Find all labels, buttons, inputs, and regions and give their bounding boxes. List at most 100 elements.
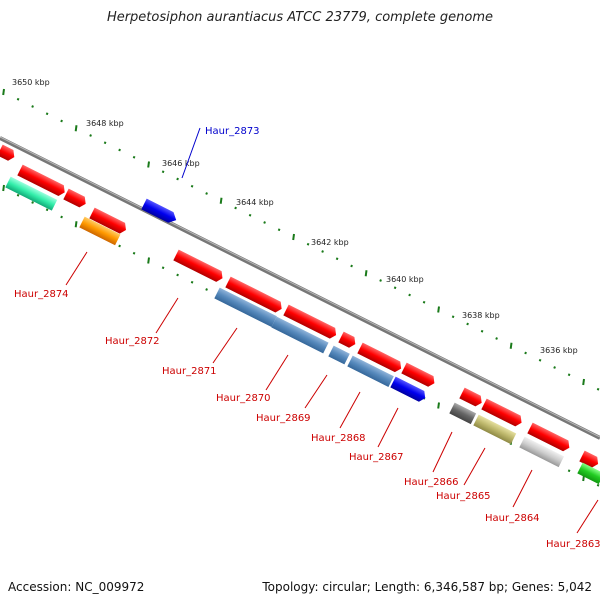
gene-label: Haur_2874 <box>14 289 69 300</box>
tick-mark <box>31 105 34 108</box>
tick-mark <box>495 337 498 340</box>
gene-label: Haur_2863 <box>546 539 600 550</box>
tick-mark <box>16 193 20 197</box>
gene-label: Haur_2868 <box>311 433 366 444</box>
tick-mark <box>205 192 208 195</box>
kbp-label: 3650 kbp <box>12 78 50 87</box>
tick-mark <box>60 119 63 123</box>
tick-mark <box>74 125 78 132</box>
gene-feature-haur-2870 <box>271 316 329 354</box>
tick-mark <box>31 201 34 204</box>
gene-feature-haur-2865 <box>473 414 517 445</box>
tick-mark <box>509 342 513 349</box>
kbp-label: 3648 kbp <box>86 119 124 128</box>
gene-feature-haur-2868 <box>347 355 394 387</box>
tick-mark <box>364 270 368 277</box>
tick-mark <box>379 279 382 282</box>
gene-feature <box>63 188 86 208</box>
tick-mark <box>596 387 600 391</box>
gene-label: Haur_2872 <box>105 336 160 347</box>
gene-label: Haur_2867 <box>349 452 404 463</box>
tick-mark <box>16 97 20 101</box>
kbp-label: 3638 kbp <box>462 311 500 320</box>
gene-feature <box>17 164 65 196</box>
tick-mark <box>45 112 49 116</box>
gene-feature <box>481 398 522 427</box>
kbp-labels: 3650 kbp 3648 kbp 3646 kbp 3644 kbp 3642 kbp… <box>12 78 578 355</box>
gene-feature <box>401 362 435 387</box>
gene-feature-haur-2864 <box>519 436 565 468</box>
gene-feature-haur-2863 <box>577 462 600 485</box>
tick-mark <box>524 351 527 355</box>
tick-mark <box>538 358 542 362</box>
tick-mark <box>350 264 353 268</box>
tick-mark <box>132 155 136 159</box>
kbp-label: 3640 kbp <box>386 275 424 284</box>
tick-mark <box>292 233 295 241</box>
tick-mark <box>2 184 5 192</box>
gene-label: Haur_2864 <box>485 513 540 524</box>
gene-feature <box>459 387 482 407</box>
gene-feature <box>527 422 570 452</box>
tick-mark <box>422 300 426 304</box>
tick-mark <box>335 257 339 261</box>
kbp-label: 3642 kbp <box>311 238 349 247</box>
tick-mark <box>263 221 266 224</box>
tick-mark <box>306 242 310 246</box>
tick-mark <box>74 221 78 228</box>
tick-mark <box>567 373 571 377</box>
gene-feature <box>89 207 126 234</box>
gene-feature-haur-2874 <box>79 216 121 246</box>
tick-mark <box>103 141 107 145</box>
tick-mark <box>596 483 600 487</box>
tick-mark <box>321 250 324 253</box>
kbp-label: 3644 kbp <box>236 198 274 207</box>
tick-mark <box>118 244 121 248</box>
gene-feature-haur-2869 <box>328 345 350 365</box>
map-title: Herpetosiphon aurantiacus ATCC 23779, co… <box>106 10 494 25</box>
gene-label: Haur_2865 <box>436 491 491 502</box>
gene-label: Haur_2873 <box>205 126 260 137</box>
tick-mark <box>219 197 223 204</box>
kbp-label: 3646 kbp <box>162 159 200 168</box>
tick-mark <box>190 184 194 188</box>
tick-mark <box>89 134 92 137</box>
gene-features <box>0 144 600 485</box>
gene-label: Haur_2869 <box>256 413 311 424</box>
gene-label: Haur_2870 <box>216 393 271 404</box>
tick-mark <box>147 257 150 264</box>
gene-labels: Haur_2873 Haur_2874 Haur_2872 Haur_2871 … <box>14 126 600 550</box>
tick-mark <box>205 288 208 291</box>
gene-label: Haur_2871 <box>162 366 217 377</box>
tick-mark <box>190 280 194 284</box>
gene-label: Haur_2866 <box>404 477 459 488</box>
gene-feature <box>357 342 402 373</box>
tick-mark <box>393 286 397 290</box>
tick-mark <box>248 213 252 217</box>
gene-feature-haur-2873 <box>141 198 177 223</box>
tick-mark <box>567 469 571 473</box>
tick-mark <box>147 161 150 168</box>
tick-mark <box>466 322 469 326</box>
tick-mark <box>176 273 179 277</box>
tick-mark <box>118 148 121 152</box>
gene-feature-haur-2871 <box>214 287 277 328</box>
tick-mark <box>161 266 165 270</box>
tick-mark <box>161 170 165 174</box>
tick-mark <box>132 251 136 255</box>
gene-feature-haur-2866 <box>449 402 477 425</box>
gene-feature <box>225 276 282 313</box>
tick-mark <box>234 206 237 210</box>
accession-text: Accession: NC_009972 <box>8 580 145 594</box>
label-leader-lines <box>65 127 599 534</box>
gene-feature <box>5 176 58 211</box>
gene-feature <box>338 331 356 348</box>
topology-text: Topology: circular; Length: 6,346,587 bp… <box>262 580 592 594</box>
tick-mark <box>437 306 440 313</box>
tick-mark <box>451 315 455 319</box>
genome-backbone <box>0 136 600 440</box>
gene-feature <box>173 249 223 282</box>
tick-mark <box>45 208 49 212</box>
tick-mark <box>277 228 281 232</box>
